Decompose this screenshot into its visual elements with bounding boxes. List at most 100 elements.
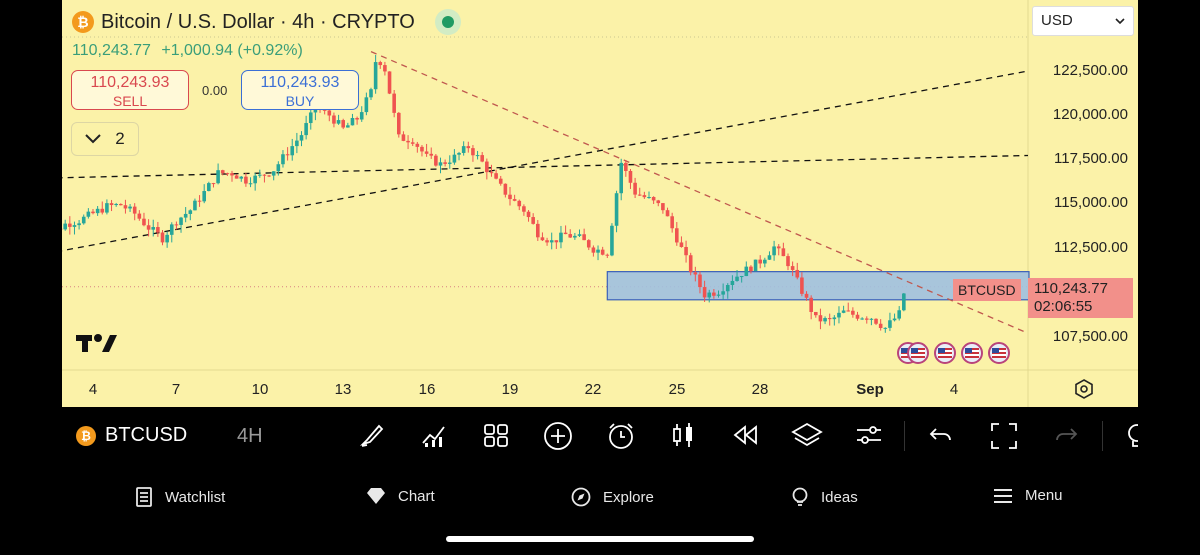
currency-select[interactable]: USD	[1032, 6, 1134, 36]
candle-body	[596, 249, 600, 253]
candle	[818, 308, 823, 330]
price-axis-label: 112,500.00	[1054, 239, 1128, 256]
alarm-clock-icon[interactable]	[606, 421, 636, 451]
replay-icon[interactable]	[730, 421, 760, 449]
buy-price: 110,243.93	[260, 74, 340, 91]
candle	[220, 169, 225, 176]
buy-button[interactable]: 110,243.93 BUY	[241, 70, 359, 110]
candle	[619, 158, 623, 201]
candle-body	[749, 266, 753, 272]
candle-body	[744, 266, 749, 277]
candle-body	[485, 161, 489, 173]
candle	[434, 153, 438, 167]
trendline	[62, 154, 1029, 179]
candle	[216, 163, 220, 185]
chevron-down-icon	[1115, 18, 1125, 25]
fullscreen-icon[interactable]	[989, 421, 1019, 451]
interval-selector[interactable]: 4H	[237, 425, 263, 447]
candle-body	[429, 153, 434, 156]
candle	[183, 207, 188, 223]
add-icon[interactable]	[543, 421, 573, 451]
candle-body	[230, 173, 234, 176]
candle	[536, 220, 540, 241]
nav-menu[interactable]: Menu	[993, 487, 1063, 504]
candle-body	[586, 240, 591, 248]
candle	[610, 223, 614, 257]
market-open-icon	[434, 9, 461, 35]
candle-body	[647, 197, 651, 199]
candle	[837, 306, 841, 324]
candle	[197, 195, 202, 207]
candle	[582, 228, 586, 241]
candle-body	[109, 203, 114, 206]
nav-chart[interactable]: Chart	[366, 487, 435, 505]
candle	[892, 313, 897, 322]
candle-body	[573, 235, 577, 238]
chart-title[interactable]: ₿ Bitcoin / U.S. Dollar · 4h · CRYPTO	[72, 9, 461, 35]
candle	[508, 186, 512, 206]
date-axis-label: 22	[584, 381, 602, 398]
indicators-toggle-button[interactable]: 2	[71, 122, 139, 156]
candle-body	[457, 152, 461, 155]
candle-body	[637, 194, 642, 196]
candle-body	[735, 276, 739, 281]
candle	[522, 204, 526, 216]
sell-button[interactable]: 110,243.93 SELL	[71, 70, 189, 110]
candle-body	[91, 211, 95, 214]
event-flag-icon[interactable]	[907, 342, 929, 364]
undo-icon[interactable]	[928, 421, 954, 449]
candle-body	[753, 259, 758, 272]
candle	[517, 199, 522, 211]
brush-icon[interactable]	[358, 421, 386, 449]
layers-icon[interactable]	[791, 421, 823, 451]
candle-body	[202, 191, 206, 202]
candle	[744, 261, 749, 277]
candle-body	[688, 255, 693, 273]
chart-area[interactable]: ₿ Bitcoin / U.S. Dollar · 4h · CRYPTO 11…	[62, 0, 1138, 407]
indicators-icon[interactable]	[420, 421, 448, 449]
candle	[72, 221, 77, 235]
candle-body	[860, 318, 864, 320]
nav-watchlist[interactable]: Watchlist	[135, 487, 225, 507]
event-flag-icon[interactable]	[988, 342, 1010, 364]
chart-settings-icon[interactable]	[1074, 379, 1094, 399]
candle-body	[332, 115, 336, 124]
candle	[549, 232, 554, 250]
symbol-selector[interactable]: ₿ BTCUSD	[76, 424, 187, 447]
candle-body	[197, 200, 202, 202]
event-flag-icon[interactable]	[934, 342, 956, 364]
layout-grid-icon[interactable]	[482, 421, 510, 449]
nav-explore[interactable]: Explore	[571, 487, 654, 507]
candle-body	[730, 280, 735, 286]
candle-body	[508, 194, 512, 200]
candles-icon[interactable]	[669, 421, 697, 449]
candle	[841, 305, 846, 314]
candle-body	[795, 269, 800, 278]
candle	[471, 145, 475, 162]
candle-body	[299, 135, 304, 141]
home-indicator[interactable]	[446, 536, 754, 542]
date-axis-label: 10	[251, 381, 269, 398]
candle-body	[610, 225, 614, 256]
candle-body	[804, 293, 809, 298]
candle-body	[392, 93, 396, 113]
settings-sliders-icon[interactable]	[854, 421, 884, 449]
candle-body	[577, 234, 582, 236]
candle	[160, 229, 165, 246]
candle-body	[624, 162, 628, 171]
nav-ideas[interactable]: Ideas	[791, 487, 858, 507]
tradingview-logo-icon[interactable]	[76, 330, 118, 361]
candle-body	[100, 208, 105, 213]
candle-body	[461, 146, 466, 153]
price-change: +1,000.94 (+0.92%)	[161, 42, 303, 59]
drawing-toolbar: ₿ BTCUSD 4H	[62, 407, 1138, 465]
candle-body	[336, 120, 341, 124]
candle-body	[776, 246, 781, 249]
candle	[253, 172, 257, 191]
candle-body	[781, 248, 786, 257]
event-flag-icon[interactable]	[961, 342, 983, 364]
candle	[573, 232, 577, 240]
toolbar-divider	[1102, 421, 1103, 451]
idea-bulb-icon[interactable]	[1124, 421, 1138, 451]
redo-icon[interactable]	[1053, 421, 1079, 449]
